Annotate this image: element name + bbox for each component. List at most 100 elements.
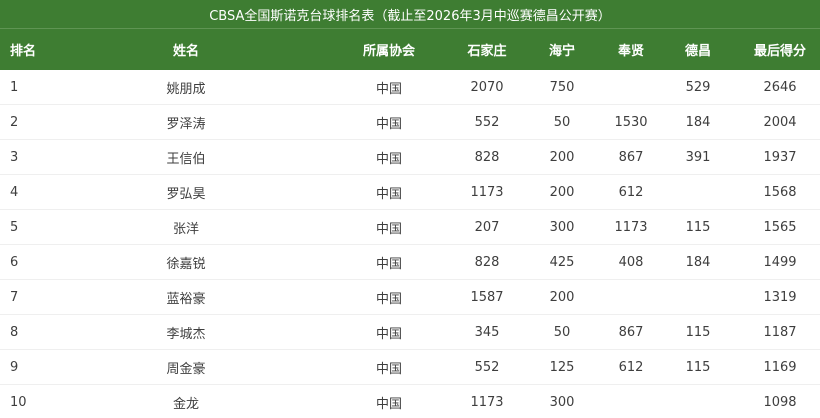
cell-shijiazhuang: 1173 (456, 384, 518, 418)
ranking-table-body: 1 姚朋成 中国 2070 750 529 2646 2 罗泽涛 中国 552 50 1530 184 20… (0, 70, 820, 418)
header-cell-association: 所属协会 (322, 29, 456, 70)
cell-assoc: 中国 (322, 279, 456, 315)
cell-fengxian: 408 (606, 244, 656, 280)
cell-dechang: 115 (656, 314, 740, 350)
cell-rank: 3 (0, 139, 50, 175)
cell-fengxian (606, 279, 656, 315)
cell-shijiazhuang: 1173 (456, 174, 518, 210)
cell-dechang: 115 (656, 349, 740, 385)
cell-name: 罗泽涛 (50, 104, 322, 140)
cell-name: 蓝裕豪 (50, 279, 322, 315)
cell-haining: 50 (518, 104, 606, 140)
cell-haining: 200 (518, 139, 606, 175)
cell-haining: 125 (518, 349, 606, 385)
header-cell-name: 姓名 (50, 29, 322, 70)
cell-fengxian: 1173 (606, 209, 656, 245)
table-row: 8 李城杰 中国 345 50 867 115 1187 (0, 314, 820, 350)
header-cell-dechang: 德昌 (656, 29, 740, 70)
cell-rank: 8 (0, 314, 50, 350)
cell-dechang: 529 (656, 70, 740, 105)
ranking-table: 排名 姓名 所属协会 石家庄 海宁 奉贤 德昌 最后得分 1 姚朋成 中国 2070 7… (0, 29, 820, 418)
cell-rank: 9 (0, 349, 50, 385)
cell-haining: 300 (518, 209, 606, 245)
cell-assoc: 中国 (322, 244, 456, 280)
header-cell-shijiazhuang: 石家庄 (456, 29, 518, 70)
cell-assoc: 中国 (322, 384, 456, 418)
cell-haining: 425 (518, 244, 606, 280)
cell-name: 徐嘉锐 (50, 244, 322, 280)
cell-assoc: 中国 (322, 349, 456, 385)
cell-name: 李城杰 (50, 314, 322, 350)
cell-shijiazhuang: 828 (456, 139, 518, 175)
cell-final: 1187 (740, 314, 820, 350)
cell-haining: 200 (518, 279, 606, 315)
cell-shijiazhuang: 1587 (456, 279, 518, 315)
cell-rank: 5 (0, 209, 50, 245)
cell-rank: 1 (0, 70, 50, 105)
cell-rank: 10 (0, 384, 50, 418)
cell-dechang: 391 (656, 139, 740, 175)
cell-final: 1937 (740, 139, 820, 175)
cell-name: 姚朋成 (50, 70, 322, 105)
cell-rank: 2 (0, 104, 50, 140)
cell-shijiazhuang: 345 (456, 314, 518, 350)
cell-assoc: 中国 (322, 174, 456, 210)
cell-shijiazhuang: 2070 (456, 70, 518, 105)
cell-final: 2004 (740, 104, 820, 140)
table-row: 2 罗泽涛 中国 552 50 1530 184 2004 (0, 104, 820, 140)
cell-name: 王信伯 (50, 139, 322, 175)
cell-name: 罗弘昊 (50, 174, 322, 210)
table-row: 9 周金豪 中国 552 125 612 115 1169 (0, 349, 820, 385)
cell-haining: 300 (518, 384, 606, 418)
cell-rank: 4 (0, 174, 50, 210)
cell-final: 1565 (740, 209, 820, 245)
cell-dechang: 184 (656, 244, 740, 280)
cell-shijiazhuang: 552 (456, 104, 518, 140)
cell-haining: 200 (518, 174, 606, 210)
table-header-row: 排名 姓名 所属协会 石家庄 海宁 奉贤 德昌 最后得分 (0, 29, 820, 70)
cell-shijiazhuang: 207 (456, 209, 518, 245)
cell-shijiazhuang: 552 (456, 349, 518, 385)
header-cell-fengxian: 奉贤 (606, 29, 656, 70)
table-row: 1 姚朋成 中国 2070 750 529 2646 (0, 70, 820, 105)
cell-shijiazhuang: 828 (456, 244, 518, 280)
cell-fengxian: 612 (606, 349, 656, 385)
cell-haining: 50 (518, 314, 606, 350)
cell-final: 1098 (740, 384, 820, 418)
header-cell-final-score: 最后得分 (740, 29, 820, 70)
cell-final: 1499 (740, 244, 820, 280)
cell-name: 金龙 (50, 384, 322, 418)
cell-assoc: 中国 (322, 70, 456, 105)
cell-dechang: 115 (656, 209, 740, 245)
title-bar: CBSA全国斯诺克台球排名表（截止至2026年3月中巡赛德昌公开赛） (0, 0, 820, 29)
cell-fengxian (606, 384, 656, 418)
cell-final: 1568 (740, 174, 820, 210)
cell-fengxian: 867 (606, 314, 656, 350)
cell-dechang: 184 (656, 104, 740, 140)
cell-fengxian: 867 (606, 139, 656, 175)
table-row: 5 张洋 中国 207 300 1173 115 1565 (0, 209, 820, 245)
table-row: 4 罗弘昊 中国 1173 200 612 1568 (0, 174, 820, 210)
table-row: 3 王信伯 中国 828 200 867 391 1937 (0, 139, 820, 175)
cell-name: 张洋 (50, 209, 322, 245)
cell-name: 周金豪 (50, 349, 322, 385)
page-title: CBSA全国斯诺克台球排名表（截止至2026年3月中巡赛德昌公开赛） (209, 8, 611, 24)
header-cell-haining: 海宁 (518, 29, 606, 70)
cell-dechang (656, 174, 740, 210)
cell-final: 1169 (740, 349, 820, 385)
cell-fengxian (606, 70, 656, 105)
cell-final: 1319 (740, 279, 820, 315)
table-row: 10 金龙 中国 1173 300 1098 (0, 384, 820, 418)
cell-rank: 6 (0, 244, 50, 280)
cell-assoc: 中国 (322, 209, 456, 245)
table-row: 6 徐嘉锐 中国 828 425 408 184 1499 (0, 244, 820, 280)
cell-fengxian: 612 (606, 174, 656, 210)
cell-dechang (656, 384, 740, 418)
cell-haining: 750 (518, 70, 606, 105)
cell-assoc: 中国 (322, 139, 456, 175)
cell-final: 2646 (740, 70, 820, 105)
cell-fengxian: 1530 (606, 104, 656, 140)
cell-assoc: 中国 (322, 314, 456, 350)
header-cell-rank: 排名 (0, 29, 50, 70)
